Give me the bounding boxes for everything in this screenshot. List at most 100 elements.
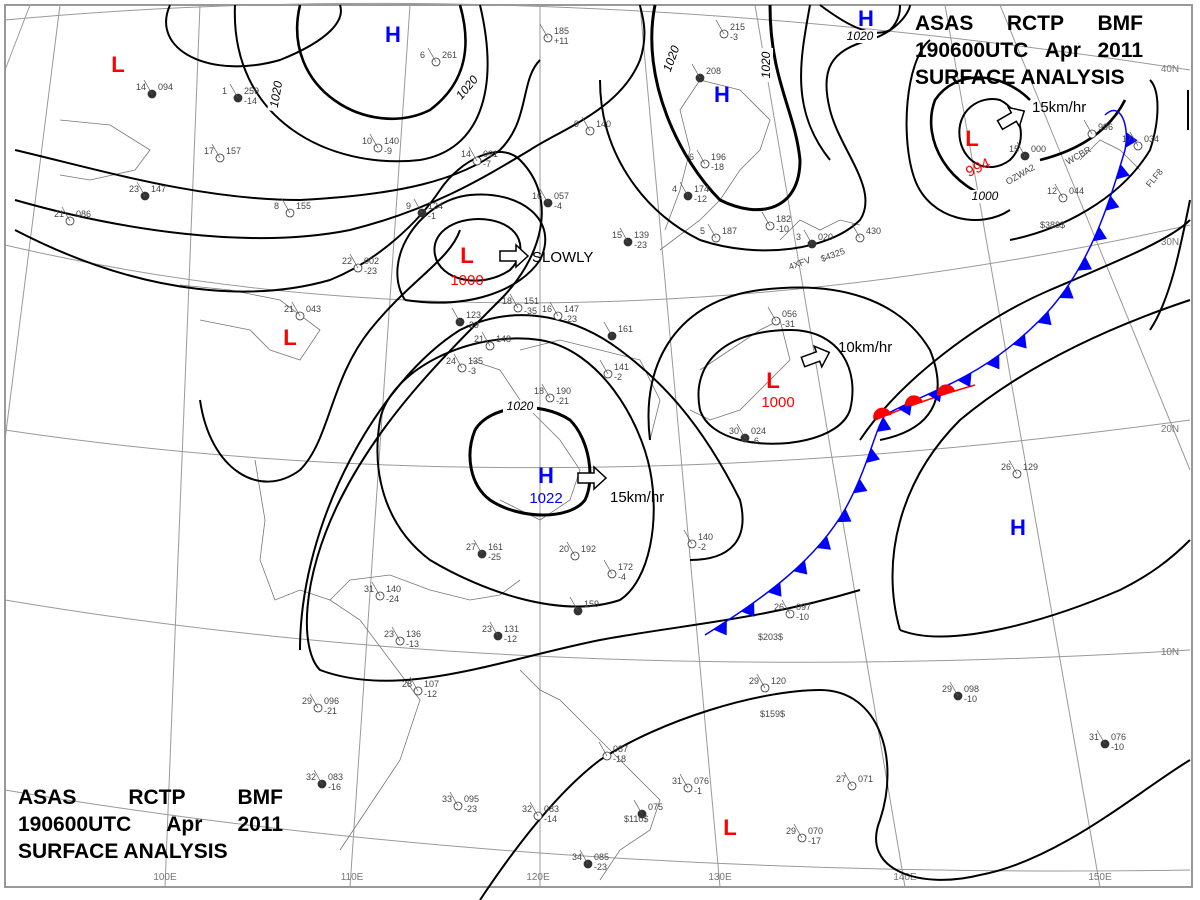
wind-barb-icon bbox=[427, 47, 437, 63]
station-pressure: 000 bbox=[1031, 144, 1046, 154]
wind-barb-icon bbox=[229, 83, 239, 99]
station-tendency: -12 bbox=[424, 689, 437, 699]
station-tendency: -23 bbox=[634, 240, 647, 250]
wind-barb-icon bbox=[696, 149, 706, 165]
station-tendency: -21 bbox=[556, 396, 569, 406]
isobar-label: 1020 bbox=[507, 399, 534, 413]
wind-barb-icon bbox=[707, 223, 717, 239]
station-temp: 6 bbox=[689, 152, 694, 162]
parallel bbox=[4, 599, 1191, 663]
low-pressure-marker: L bbox=[965, 126, 978, 151]
wind-barb-icon bbox=[211, 143, 221, 159]
station-pressure: 076 bbox=[1111, 732, 1126, 742]
cold-front-triangle bbox=[837, 508, 852, 523]
station-plot: 159 bbox=[569, 596, 599, 616]
wind-barb-icon bbox=[1016, 141, 1026, 157]
station-tendency: -23 bbox=[364, 266, 377, 276]
isobar bbox=[650, 4, 802, 212]
title-time: 190600UTC bbox=[18, 813, 132, 836]
station-tendency: -14 bbox=[244, 96, 257, 106]
station-pressure: 161 bbox=[618, 324, 633, 334]
station-temp: 10 bbox=[362, 136, 372, 146]
station-pressure: 091 bbox=[483, 149, 498, 159]
station-pressure: 187 bbox=[722, 226, 737, 236]
station-plot: 161 bbox=[603, 321, 633, 341]
station-plot: 14 094 bbox=[136, 79, 173, 99]
title-year: 2011 bbox=[237, 813, 283, 836]
wind-barb-icon bbox=[549, 301, 559, 317]
station-plot: 29 096-21 bbox=[302, 693, 339, 716]
station-plot: 6 261 bbox=[420, 47, 457, 67]
station-tendency: -21 bbox=[324, 706, 337, 716]
high-pressure-marker: H bbox=[385, 22, 401, 47]
station-tendency: -1 bbox=[428, 211, 436, 221]
station-tendency: -25 bbox=[488, 552, 501, 562]
station-plot: 30 024-6 bbox=[729, 423, 766, 446]
station-tendency: -10 bbox=[796, 612, 809, 622]
latitude-label: 30N bbox=[1161, 237, 1179, 248]
station-pressure: 076 bbox=[694, 776, 709, 786]
isobar bbox=[14, 150, 861, 682]
station-pressure: 139 bbox=[634, 230, 649, 240]
wind-barb-icon bbox=[413, 198, 423, 214]
cold-front-triangle bbox=[957, 372, 972, 388]
station-tendency: -10 bbox=[776, 224, 789, 234]
station-plot: 26 129 bbox=[1001, 459, 1038, 479]
title-product: SURFACE ANALYSIS bbox=[915, 66, 1125, 89]
station-temp: 21 bbox=[284, 304, 294, 314]
station-code: $203$ bbox=[758, 632, 783, 642]
station-pressure: 097 bbox=[796, 602, 811, 612]
wind-barb-icon bbox=[683, 529, 693, 545]
isobar bbox=[859, 219, 1191, 441]
station-plot: 172-4 bbox=[603, 559, 633, 582]
isobar bbox=[433, 218, 522, 282]
station-plot: 5 187 bbox=[700, 223, 737, 243]
title-office: BMF bbox=[237, 786, 284, 809]
station-tendency: +11 bbox=[554, 36, 569, 46]
station-tendency: -10 bbox=[964, 694, 977, 704]
station-plot: 14 091-7 bbox=[461, 146, 498, 169]
station-tendency: -2 bbox=[698, 542, 706, 552]
station-temp: 18 bbox=[534, 386, 544, 396]
station-pressure: 261 bbox=[442, 50, 457, 60]
high-pressure-marker: H bbox=[538, 463, 554, 488]
station-plot: 31 076-10 bbox=[1089, 729, 1126, 752]
station-plot: 33 095-23 bbox=[442, 791, 479, 814]
station-pressure: 140 bbox=[384, 136, 399, 146]
title-station: RCTP bbox=[1006, 12, 1065, 35]
wind-barb-icon bbox=[736, 423, 746, 439]
movement-label: 15km/hr bbox=[610, 489, 664, 506]
station-code: $159$ bbox=[760, 709, 785, 719]
station-plot: 24 135-3 bbox=[446, 353, 483, 376]
cold-front-triangle bbox=[1037, 311, 1052, 326]
station-pressure: 155 bbox=[296, 201, 311, 211]
station-temp: 23 bbox=[129, 184, 139, 194]
wind-barb-icon bbox=[481, 331, 491, 347]
station-pressure: 094 bbox=[158, 82, 173, 92]
wind-barb-icon bbox=[691, 63, 701, 79]
wind-barb-icon bbox=[473, 539, 483, 555]
map-border bbox=[4, 4, 1193, 888]
station-pressure: 129 bbox=[1023, 462, 1038, 472]
station-plot: 185+11 bbox=[539, 23, 569, 46]
station-temp: 29 bbox=[786, 826, 796, 836]
station-plot: 28 107-12 bbox=[402, 676, 439, 699]
station-code: $388$ bbox=[1040, 220, 1065, 230]
isobar-label: 1000 bbox=[972, 189, 999, 203]
station-plot: 32 083-14 bbox=[522, 801, 559, 824]
station-tendency: -14 bbox=[544, 814, 557, 824]
station-plot: 27 071 bbox=[836, 771, 873, 791]
meridian bbox=[349, 4, 411, 888]
station-temp: 15 bbox=[612, 230, 622, 240]
isobar bbox=[14, 4, 646, 240]
cold-front-triangle bbox=[1012, 334, 1027, 349]
isobar bbox=[1009, 79, 1159, 241]
station-pressure: 259 bbox=[244, 86, 259, 96]
wind-barb-icon bbox=[851, 223, 861, 239]
wind-barb-icon bbox=[539, 23, 549, 39]
high-pressure-marker: H bbox=[1010, 515, 1026, 540]
wind-barb-icon bbox=[761, 211, 771, 227]
wind-barb-icon bbox=[489, 621, 499, 637]
isobar-label: 1020 bbox=[267, 80, 285, 109]
station-plot: 29 098-10 bbox=[942, 681, 979, 704]
